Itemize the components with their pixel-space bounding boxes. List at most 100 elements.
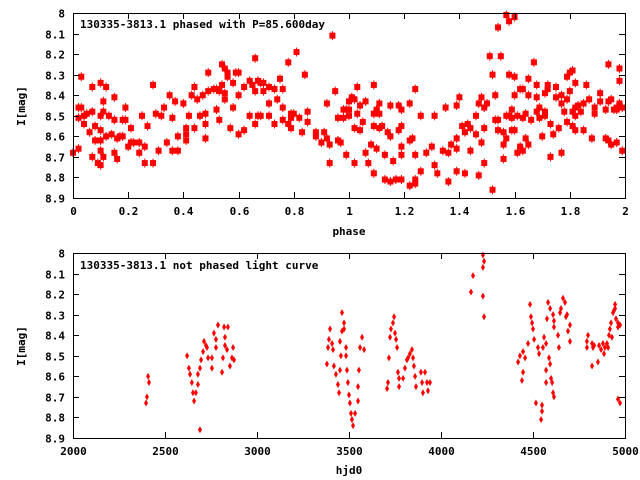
data-point xyxy=(402,364,407,372)
data-point xyxy=(409,346,414,354)
data-point xyxy=(392,313,397,321)
data-point xyxy=(386,379,391,386)
data-point xyxy=(172,96,179,106)
data-point xyxy=(613,105,620,115)
data-point xyxy=(257,111,264,121)
data-point xyxy=(381,175,388,184)
data-point xyxy=(480,251,485,259)
data-point xyxy=(561,107,568,117)
data-point xyxy=(271,119,278,129)
data-point xyxy=(274,94,281,104)
data-point xyxy=(387,101,394,110)
data-point xyxy=(394,335,399,343)
data-point xyxy=(265,98,272,108)
data-point xyxy=(213,344,218,352)
data-point xyxy=(344,344,349,352)
data-point xyxy=(139,111,145,121)
data-point xyxy=(521,348,526,356)
data-point xyxy=(453,166,460,176)
data-point xyxy=(412,84,419,94)
data-point xyxy=(471,272,476,280)
data-point xyxy=(511,72,518,82)
data-point xyxy=(532,335,537,343)
x-tick-label: 0.4 xyxy=(174,205,194,218)
data-point xyxy=(111,148,118,158)
data-point xyxy=(442,103,449,113)
data-point xyxy=(205,86,212,96)
data-point xyxy=(558,148,565,158)
data-point xyxy=(195,381,200,389)
data-point xyxy=(584,337,589,345)
y-tick-label: 8.2 xyxy=(45,49,65,62)
data-point xyxy=(425,387,430,395)
data-point xyxy=(572,111,579,121)
x-tick-label: 2000 xyxy=(60,445,87,458)
data-point xyxy=(395,344,400,352)
x-tick-label: 1.2 xyxy=(395,205,415,218)
data-point xyxy=(111,92,118,102)
data-point xyxy=(565,311,570,319)
data-point xyxy=(199,90,206,100)
data-point xyxy=(605,59,612,69)
data-point xyxy=(583,80,590,90)
data-point xyxy=(260,86,267,96)
data-point xyxy=(78,72,85,82)
data-point xyxy=(606,331,611,339)
data-point xyxy=(445,177,452,187)
data-point xyxy=(326,158,333,168)
data-point xyxy=(590,362,595,370)
data-point xyxy=(370,80,377,90)
data-point xyxy=(503,10,510,20)
data-point xyxy=(398,142,405,152)
data-point xyxy=(216,86,223,96)
data-point xyxy=(185,352,190,360)
data-point xyxy=(385,385,390,393)
y-tick-label: 8.3 xyxy=(45,70,65,83)
data-point xyxy=(619,146,626,156)
data-point xyxy=(599,346,604,354)
data-point xyxy=(130,138,137,147)
data-point xyxy=(349,416,354,423)
data-point xyxy=(387,177,394,187)
data-point xyxy=(152,109,159,119)
data-point xyxy=(252,86,259,96)
data-point xyxy=(122,103,129,113)
data-point xyxy=(586,331,591,339)
data-point xyxy=(201,348,206,356)
y-axis-label: I[mag] xyxy=(15,326,28,366)
data-point xyxy=(86,127,93,137)
data-point xyxy=(204,344,209,352)
data-point xyxy=(279,84,286,94)
data-point xyxy=(279,115,286,125)
data-point xyxy=(349,409,354,417)
data-point xyxy=(619,103,626,113)
data-point xyxy=(150,158,157,168)
data-point xyxy=(332,86,339,96)
data-point xyxy=(141,142,148,152)
x-tick-label: 2500 xyxy=(152,445,179,458)
data-point xyxy=(211,329,216,337)
data-point xyxy=(331,362,336,370)
data-point xyxy=(521,368,526,376)
data-point xyxy=(550,379,555,386)
y-tick-label: 8.1 xyxy=(45,269,65,282)
data-point xyxy=(337,366,342,374)
x-tick-label: 0.6 xyxy=(230,205,250,218)
data-point xyxy=(558,305,563,312)
y-tick-label: 8.9 xyxy=(45,433,65,446)
x-tick-label: 4500 xyxy=(520,445,547,458)
data-point xyxy=(249,80,256,90)
data-point xyxy=(293,47,300,57)
data-point xyxy=(111,115,118,125)
data-point xyxy=(92,135,99,145)
data-point xyxy=(567,321,572,329)
data-point xyxy=(347,399,352,407)
data-point xyxy=(535,344,540,352)
data-point xyxy=(324,360,329,368)
data-point xyxy=(89,107,96,117)
data-point xyxy=(344,366,349,374)
data-point xyxy=(547,119,554,129)
data-point xyxy=(206,354,211,362)
data-point xyxy=(323,133,330,143)
data-point xyxy=(285,57,292,67)
